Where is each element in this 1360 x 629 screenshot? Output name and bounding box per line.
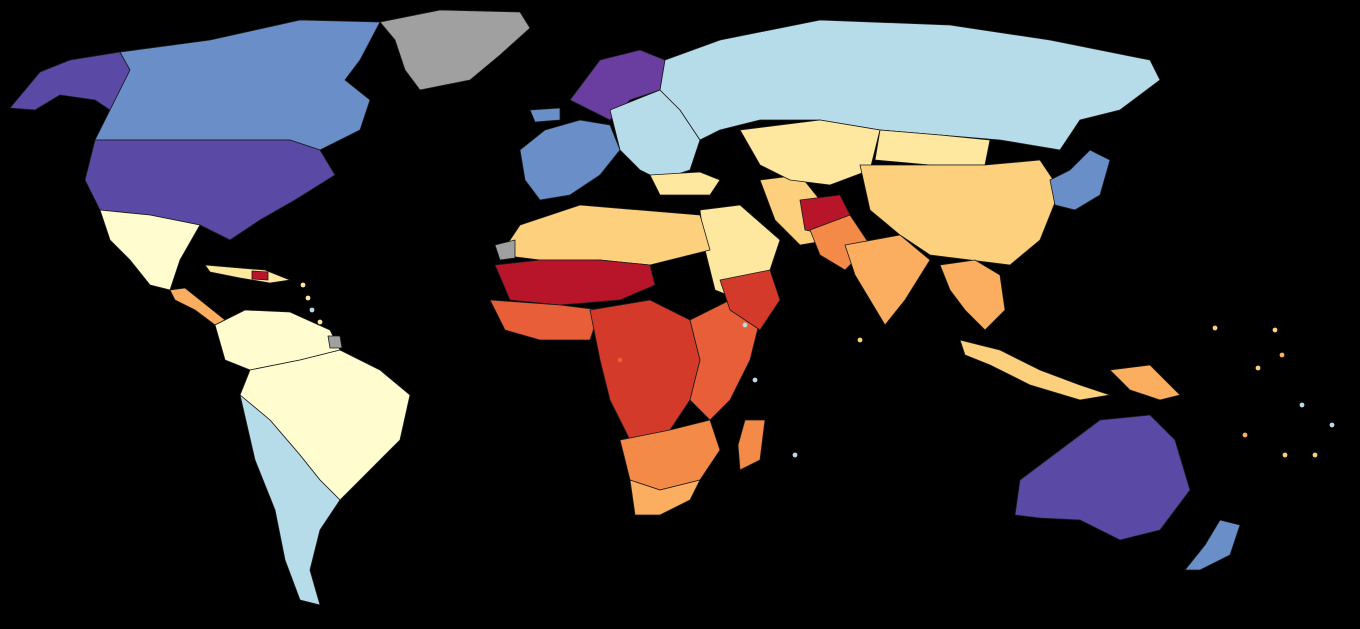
region-madagascar (737, 419, 766, 471)
region-china (859, 159, 1061, 266)
region-central-africa (589, 299, 701, 441)
island-dot (857, 337, 863, 343)
island-dot (1312, 452, 1318, 458)
region-canada (94, 19, 381, 151)
region-western-sahara (494, 239, 516, 261)
island-dot (1212, 325, 1218, 331)
island-dot (1279, 352, 1285, 358)
island-dot (1242, 432, 1248, 438)
region-south-africa (629, 479, 701, 516)
region-australia (1014, 414, 1191, 541)
region-turkey (649, 171, 721, 196)
region-sahel (494, 259, 656, 306)
region-new-zealand (1184, 519, 1241, 571)
island-dot (792, 452, 798, 458)
region-caribbean (204, 264, 291, 284)
region-western-europe (519, 119, 621, 201)
island-dot (742, 322, 748, 328)
island-dot (1282, 452, 1288, 458)
region-indonesia (959, 339, 1111, 401)
island-dot (617, 357, 623, 363)
island-dot (1255, 365, 1261, 371)
island-dot (1329, 422, 1335, 428)
region-north-africa (499, 204, 711, 266)
region-japan-korea (1049, 149, 1111, 211)
region-russia (659, 19, 1161, 151)
island-dot (752, 377, 758, 383)
island-dot (1272, 327, 1278, 333)
region-west-africa (489, 299, 601, 341)
region-southeast-asia (939, 259, 1006, 331)
region-india (844, 234, 931, 326)
island-dot (317, 319, 323, 325)
island-dot (305, 295, 311, 301)
island-dot (309, 307, 315, 313)
region-haiti (251, 270, 269, 281)
region-guiana (327, 335, 343, 349)
region-papua (1109, 364, 1181, 401)
island-dot (300, 282, 306, 288)
region-horn-of-africa (719, 269, 781, 331)
island-dot (1299, 402, 1305, 408)
region-iceland (529, 107, 561, 123)
region-greenland (379, 9, 531, 91)
region-southern-cone (239, 394, 341, 606)
region-central-asia (739, 119, 881, 186)
